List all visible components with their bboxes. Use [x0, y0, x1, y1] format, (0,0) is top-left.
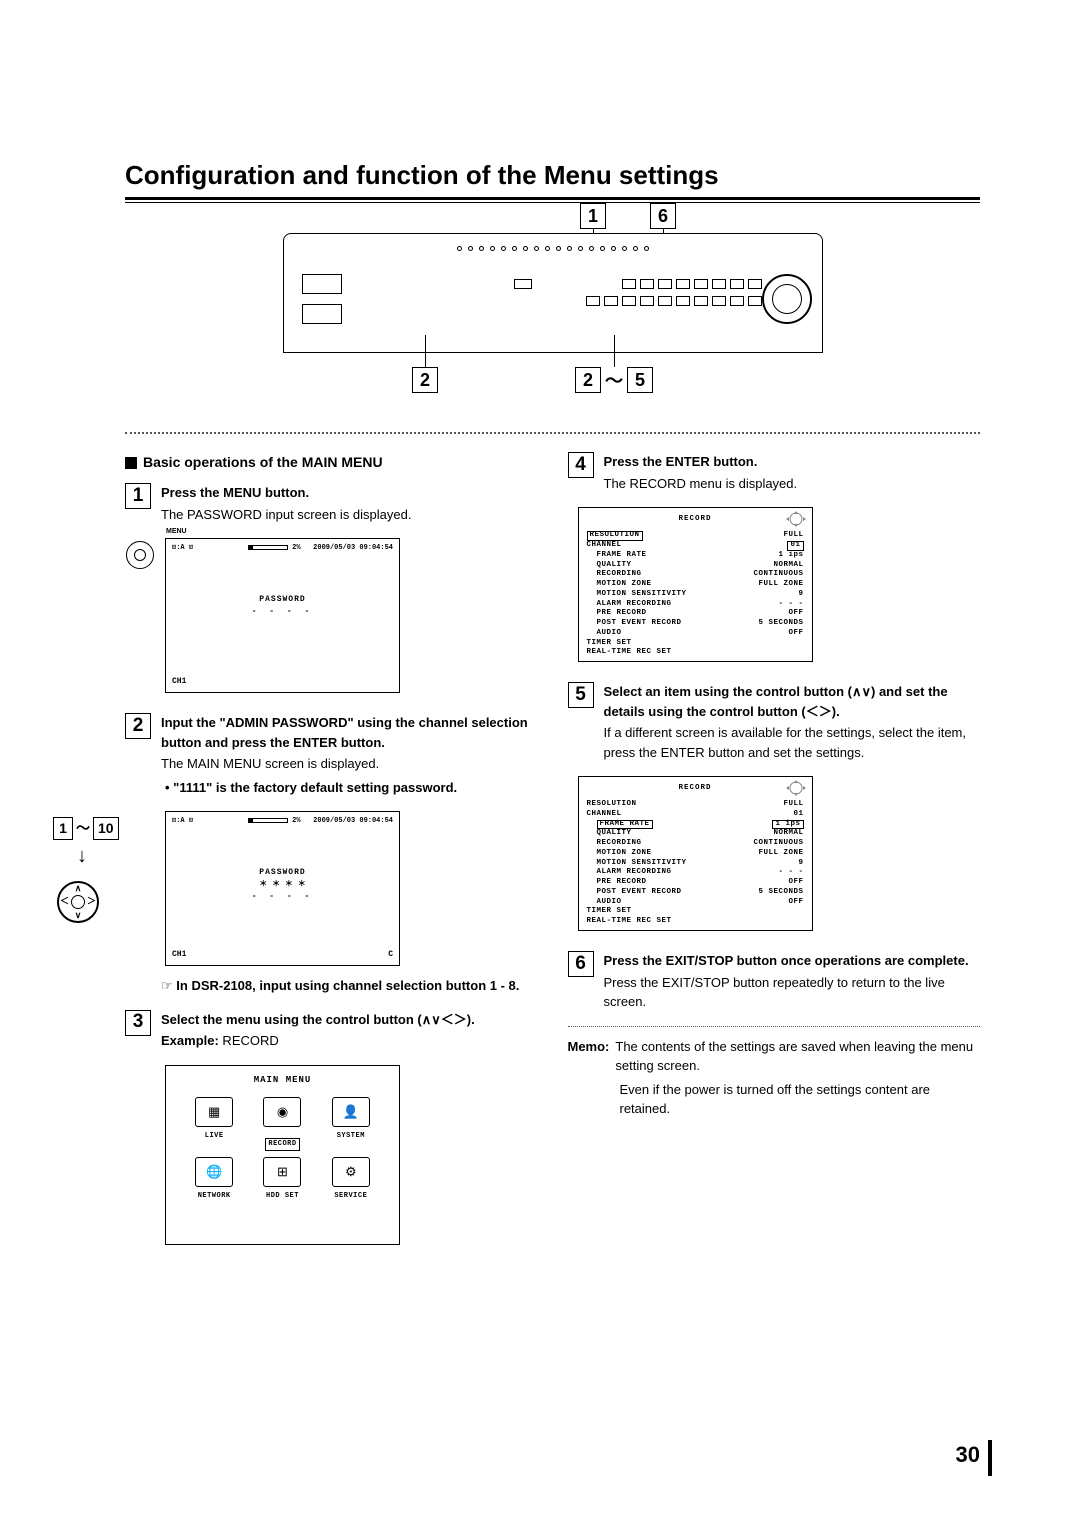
record-row: RESOLUTIONFULL: [587, 531, 804, 541]
record-row: REAL-TIME REC SET: [587, 917, 804, 927]
step2-title: Input the "ADMIN PASSWORD" using the cha…: [161, 713, 538, 752]
record-row: POST EVENT RECORD5 SECONDS: [587, 888, 804, 898]
record-row: QUALITYNORMAL: [587, 829, 804, 839]
divider-thin: [125, 202, 980, 203]
arrow-down-icon: ↓: [77, 841, 87, 871]
step-num-4: 4: [568, 452, 594, 478]
mainmenu-item: ⊞ HDD SET: [252, 1157, 312, 1202]
nav-icon: [786, 780, 806, 796]
record-row: CHANNEL01: [587, 541, 804, 551]
mainmenu-icon: 👤: [332, 1097, 370, 1127]
mainmenu-icon: ⊞: [263, 1157, 301, 1187]
record-screen-1: RECORD RESOLUTIONFULLCHANNEL01FRAME RATE…: [578, 507, 813, 662]
step-num-6: 6: [568, 951, 594, 977]
mainmenu-icon: ▦: [195, 1097, 233, 1127]
record-row: ALARM RECORDING- - -: [587, 600, 804, 610]
step4-desc: The RECORD menu is displayed.: [604, 474, 981, 494]
mainmenu-icon: ⚙: [332, 1157, 370, 1187]
step6-title: Press the EXIT/STOP button once operatio…: [604, 951, 981, 971]
mainmenu-item: 🌐 NETWORK: [184, 1157, 244, 1202]
mainmenu-label: LIVE: [184, 1131, 244, 1142]
record-row: FRAME RATE1 ips: [587, 820, 804, 830]
record-row: MOTION SENSITIVITY9: [587, 590, 804, 600]
callout-1: 1: [580, 203, 606, 229]
memo-line1: The contents of the settings are saved w…: [615, 1037, 980, 1076]
step-num-3: 3: [125, 1010, 151, 1036]
mainmenu-screen: MAIN MENU ▦LIVE◉RECORD👤SYSTEM🌐NETWORK⊞HD…: [165, 1065, 400, 1245]
record-row: RECORDINGCONTINUOUS: [587, 570, 804, 580]
callout-25a: 2: [575, 367, 601, 393]
step1-desc: The PASSWORD input screen is displayed.: [161, 505, 538, 525]
step2-bullet: "1111" is the factory default setting pa…: [161, 778, 538, 798]
record-row: ALARM RECORDING- - -: [587, 868, 804, 878]
record-row: REAL-TIME REC SET: [587, 648, 804, 658]
step-num-2: 2: [125, 713, 151, 739]
page-title: Configuration and function of the Menu s…: [125, 160, 980, 191]
record-row: MOTION SENSITIVITY9: [587, 859, 804, 869]
record-row: CHANNEL01: [587, 810, 804, 820]
step-num-1: 1: [125, 483, 151, 509]
memo-line2: Even if the power is turned off the sett…: [620, 1080, 981, 1119]
mainmenu-icon: 🌐: [195, 1157, 233, 1187]
section-head-text: Basic operations of the MAIN MENU: [143, 452, 383, 473]
record-row: QUALITYNORMAL: [587, 561, 804, 571]
mainmenu-label: NETWORK: [184, 1191, 244, 1202]
memo-label: Memo:: [568, 1037, 610, 1076]
record-row: AUDIOOFF: [587, 629, 804, 639]
mainmenu-label: SYSTEM: [321, 1131, 381, 1142]
callout-tilde: ～: [605, 367, 623, 393]
finger-press-icon: [126, 541, 154, 569]
two-column-layout: Basic operations of the MAIN MENU 1 Pres…: [125, 452, 980, 1245]
dotted-divider-small: [568, 1026, 981, 1027]
record-row: RECORDINGCONTINUOUS: [587, 839, 804, 849]
dotted-divider: [125, 432, 980, 434]
device-drawing: [283, 233, 823, 353]
record-row: MOTION ZONEFULL ZONE: [587, 849, 804, 859]
mainmenu-item: ▦ LIVE: [184, 1097, 244, 1151]
callout-25b: 5: [627, 367, 653, 393]
step2-desc: The MAIN MENU screen is displayed.: [161, 754, 538, 774]
record-screen-2: RECORD RESOLUTIONFULLCHANNEL01FRAME RATE…: [578, 776, 813, 931]
record-row: TIMER SET: [587, 907, 804, 917]
device-figure: 1 6 2 2 ～ 5: [125, 233, 980, 358]
step6-desc: Press the EXIT/STOP button repeatedly to…: [604, 973, 981, 1012]
mainmenu-icon: ◉: [263, 1097, 301, 1127]
step3-title: Select the menu using the control button…: [161, 1010, 538, 1030]
mainmenu-label: HDD SET: [252, 1191, 312, 1202]
dpad-icon: ∧∨＜＞: [57, 881, 99, 923]
callout-6: 6: [650, 203, 676, 229]
record-row: POST EVENT RECORD5 SECONDS: [587, 619, 804, 629]
step1-title: Press the MENU button.: [161, 483, 538, 503]
page-number: 30: [956, 1442, 980, 1468]
mainmenu-label: RECORD: [265, 1138, 299, 1151]
mainmenu-item: ⚙ SERVICE: [321, 1157, 381, 1202]
password-screen-2: ⊡:A ⊡ 2% 2009/05/03 09:04:54 PASSWORD ＊ …: [165, 811, 400, 966]
record-row: PRE RECORDOFF: [587, 878, 804, 888]
memo: Memo: The contents of the settings are s…: [568, 1037, 981, 1076]
callout-2: 2: [412, 367, 438, 393]
record-row: TIMER SET: [587, 639, 804, 649]
divider-thick: [125, 197, 980, 200]
mainmenu-item: ◉ RECORD: [252, 1097, 312, 1151]
step2-note: ☞ In DSR-2108, input using channel selec…: [161, 976, 538, 996]
record-row: MOTION ZONEFULL ZONE: [587, 580, 804, 590]
step-num-5: 5: [568, 682, 594, 708]
password-screen-1: MENU ⊡:A ⊡ 2% 2009/05/03 09:04:54 PASSWO…: [165, 538, 400, 693]
step5-title: Select an item using the control button …: [604, 682, 981, 721]
range-indicator: 1 ～ 10: [53, 817, 119, 840]
step3-example: Example: RECORD: [161, 1031, 538, 1051]
square-icon: [125, 457, 137, 469]
nav-icon: [786, 511, 806, 527]
page-bar-icon: [988, 1440, 992, 1476]
record-row: AUDIOOFF: [587, 898, 804, 908]
record-row: PRE RECORDOFF: [587, 609, 804, 619]
record-row: FRAME RATE1 ips: [587, 551, 804, 561]
step5-desc: If a different screen is available for t…: [604, 723, 981, 762]
record-row: RESOLUTIONFULL: [587, 800, 804, 810]
mainmenu-label: SERVICE: [321, 1191, 381, 1202]
section-head: Basic operations of the MAIN MENU: [125, 452, 538, 473]
step4-title: Press the ENTER button.: [604, 452, 981, 472]
mainmenu-item: 👤 SYSTEM: [321, 1097, 381, 1151]
